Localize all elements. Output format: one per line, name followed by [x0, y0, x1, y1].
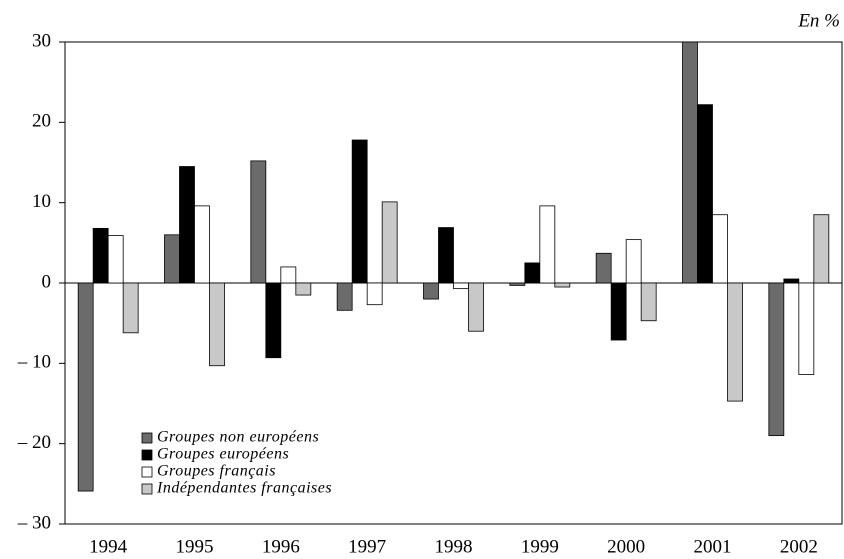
bar	[783, 278, 800, 284]
bar	[295, 282, 312, 296]
bar	[250, 160, 267, 284]
legend-label: Groupes européens	[157, 446, 289, 463]
bar	[727, 282, 743, 402]
bar	[280, 266, 297, 284]
bar	[610, 282, 627, 341]
legend-swatch	[141, 449, 153, 461]
bar	[682, 41, 698, 284]
bar	[524, 262, 541, 284]
y-tick-label: – 20	[17, 432, 51, 453]
bar	[107, 235, 124, 284]
bar	[595, 252, 612, 284]
x-tick-label: 2000	[607, 536, 645, 557]
bar	[640, 282, 657, 322]
bar	[798, 282, 815, 375]
y-tick-label: – 10	[17, 352, 51, 373]
bar	[351, 139, 368, 284]
bar	[366, 282, 383, 306]
y-tick-label: 0	[42, 271, 52, 292]
legend-label: Groupes non européens	[157, 429, 319, 446]
y-tick-label: – 30	[17, 512, 51, 533]
legend-swatch	[141, 466, 153, 478]
x-tick-label: 2001	[694, 536, 732, 557]
bar	[77, 282, 94, 492]
x-tick-label: 1997	[348, 536, 386, 557]
bar	[179, 166, 195, 284]
legend-swatch	[141, 432, 153, 444]
bar	[697, 104, 713, 284]
bar	[164, 234, 180, 284]
bar	[509, 282, 526, 286]
x-tick-label: 1994	[89, 536, 128, 557]
x-tick-label: 2002	[780, 536, 818, 557]
bar	[625, 239, 642, 284]
bar	[468, 282, 484, 332]
bar	[554, 282, 571, 288]
bar	[122, 282, 139, 334]
unit-label: En %	[797, 10, 840, 31]
bar	[423, 282, 439, 300]
x-tick-label: 1998	[435, 536, 473, 557]
x-tick-label: 1999	[521, 536, 559, 557]
legend-swatch	[141, 483, 153, 495]
bar	[453, 282, 469, 290]
bar	[209, 282, 225, 367]
legend-label: Groupes français	[157, 463, 276, 480]
y-tick-label: 10	[32, 191, 51, 212]
y-tick-label: 30	[32, 30, 51, 51]
legend-label: Indépendantes françaises	[156, 480, 332, 497]
x-tick-label: 1996	[262, 536, 300, 557]
x-tick-label: 1995	[176, 536, 214, 557]
bar	[712, 214, 728, 284]
bar	[539, 205, 556, 284]
bar	[381, 201, 398, 284]
bar	[768, 282, 785, 437]
bar	[265, 282, 282, 359]
bar	[438, 227, 454, 284]
bar	[92, 227, 109, 284]
bar	[813, 214, 830, 284]
bar	[194, 205, 210, 284]
bar	[336, 282, 353, 311]
y-tick-label: 20	[32, 111, 51, 132]
